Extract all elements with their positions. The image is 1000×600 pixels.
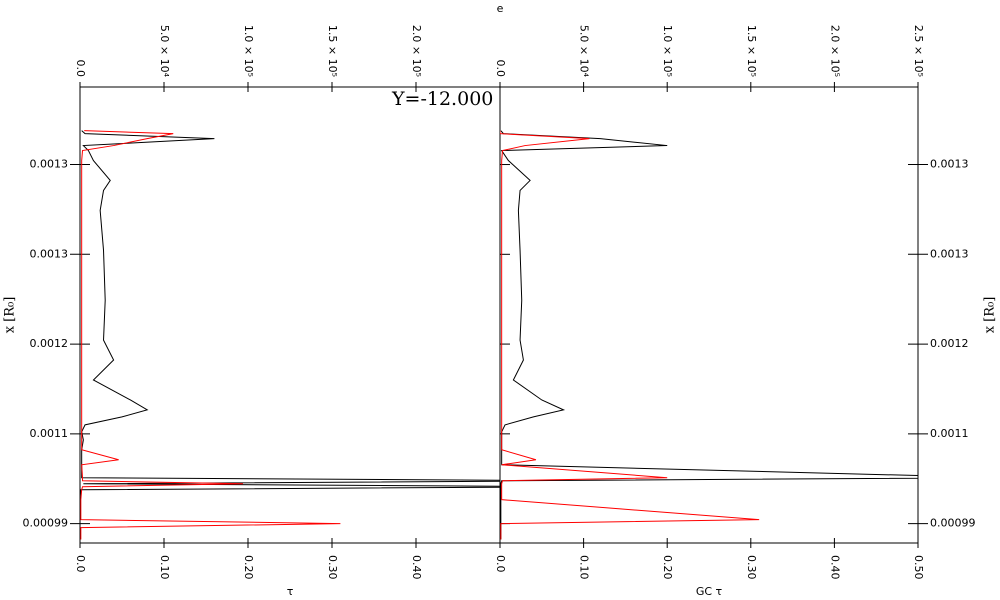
x2-tick-label: 1.5 × 10⁵ — [326, 25, 339, 77]
chart-title: Y=-12.000 — [391, 88, 493, 110]
y-tick-label: 0.0013 — [30, 247, 69, 260]
y-tick-label: 0.0013 — [930, 158, 969, 171]
x2-tick-label: 0.0 — [74, 60, 87, 78]
x2-tick-label: 2.5 × 10⁵ — [912, 25, 925, 77]
y-tick-label: 0.0011 — [930, 427, 969, 440]
data-line — [500, 130, 760, 540]
x-tick-label: 0.10 — [578, 555, 591, 580]
x-tick-label: 0.30 — [326, 555, 339, 580]
data-line — [80, 130, 500, 540]
x-tick-label: 0.0 — [74, 555, 87, 573]
x-tick-label: 0.0 — [494, 555, 507, 573]
x-tick-label: 0.30 — [745, 555, 758, 580]
y-axis-label: x [R₀] — [3, 297, 18, 334]
plot-frame — [499, 86, 919, 544]
top-axis-label: e — [497, 2, 504, 15]
series-group — [80, 130, 500, 540]
y-tick-label: 0.0013 — [30, 158, 69, 171]
plot-frame — [79, 86, 501, 544]
y-tick-label: 0.0012 — [930, 337, 969, 350]
x2-tick-label: 2.0 × 10⁵ — [410, 25, 423, 77]
x-tick-label: 0.40 — [410, 555, 423, 580]
x2-tick-label: 5.0 × 10⁴ — [158, 25, 171, 78]
data-line — [500, 130, 918, 540]
y-tick-label: 0.0013 — [930, 247, 969, 260]
x-tick-label: 0.20 — [661, 555, 674, 580]
x-tick-label: 0.20 — [242, 555, 255, 580]
y-axis-label: x [R₀] — [983, 297, 998, 334]
x-tick-label: 0.10 — [158, 555, 171, 580]
x2-tick-label: 2.0 × 10⁵ — [828, 25, 841, 77]
y-tick-label: 0.0011 — [30, 427, 69, 440]
series-group — [500, 130, 918, 540]
y-tick-label: 0.00099 — [23, 517, 69, 530]
x-axis-label: τ — [287, 585, 294, 598]
x-axis-label: GC τ — [696, 585, 723, 598]
x2-tick-label: 1.0 × 10⁵ — [242, 25, 255, 77]
y-tick-label: 0.00099 — [930, 517, 976, 530]
x2-tick-label: 0.0 — [494, 60, 507, 78]
x2-tick-label: 1.5 × 10⁵ — [745, 25, 758, 77]
x2-tick-label: 5.0 × 10⁴ — [578, 25, 591, 78]
y-tick-label: 0.0012 — [30, 337, 69, 350]
x2-tick-label: 1.0 × 10⁵ — [661, 25, 674, 77]
x-tick-label: 0.50 — [912, 555, 925, 580]
x-tick-label: 0.40 — [828, 555, 841, 580]
data-line — [80, 130, 341, 540]
